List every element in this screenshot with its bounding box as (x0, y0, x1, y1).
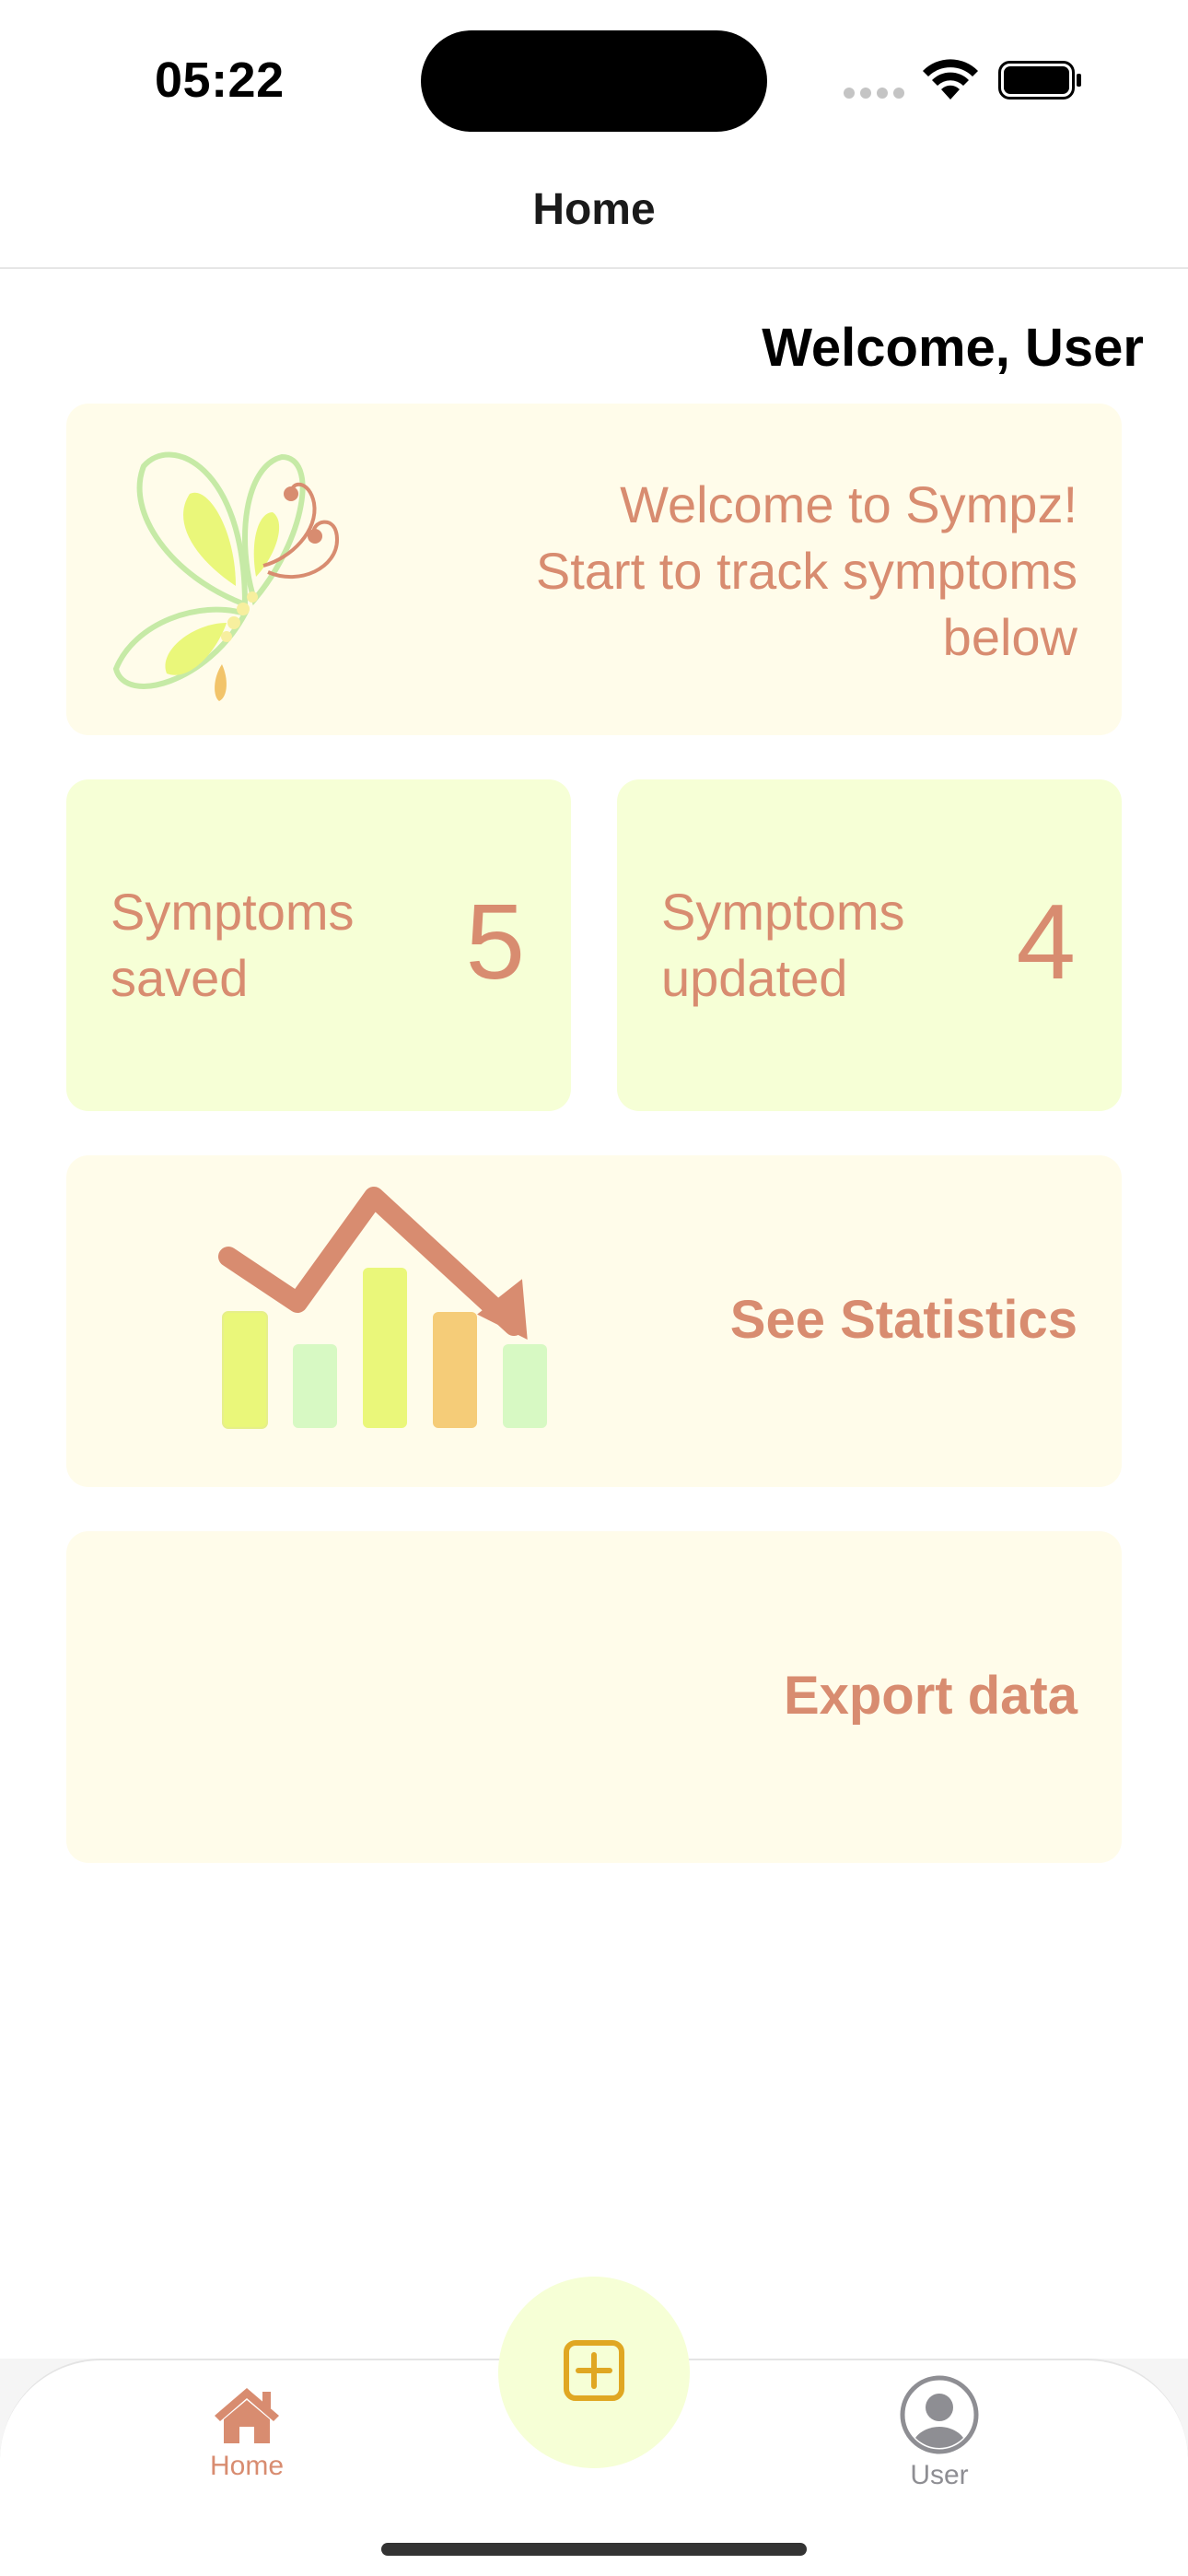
plus-square-icon (564, 2340, 624, 2401)
export-data-button[interactable]: Export data (66, 1531, 1122, 1863)
symptoms-updated-label: Symptoms updated (661, 883, 905, 1007)
symptoms-saved-label: Symptoms saved (111, 883, 355, 1007)
house-icon (215, 2388, 279, 2443)
tab-user[interactable]: User (847, 2375, 1031, 2491)
cellular-signal-icon (844, 88, 904, 99)
navigation-bar: Home (0, 147, 1188, 269)
add-symptom-button[interactable] (498, 2277, 690, 2468)
butterfly-logo-icon (112, 451, 340, 701)
user-avatar-icon (900, 2375, 979, 2454)
wifi-icon (923, 59, 978, 100)
symptoms-updated-value: 4 (1016, 882, 1076, 1001)
status-bar: 05:22 (0, 0, 1188, 147)
battery-icon (998, 61, 1081, 100)
see-statistics-button[interactable]: See Statistics (66, 1155, 1122, 1487)
statistics-chart-icon (218, 1187, 547, 1429)
status-time: 05:22 (155, 53, 285, 108)
welcome-message: Welcome to Sympz! Start to track symptom… (535, 475, 1077, 666)
symptoms-updated-card[interactable]: Symptoms updated 4 (617, 779, 1122, 1111)
dynamic-island (421, 30, 767, 132)
tab-home[interactable]: Home (155, 2384, 339, 2482)
see-statistics-label: See Statistics (729, 1290, 1077, 1350)
welcome-card: Welcome to Sympz! Start to track symptom… (66, 404, 1122, 735)
tab-home-label: Home (209, 2451, 285, 2481)
page-title: Home (532, 185, 656, 234)
welcome-greeting: Welcome, User (762, 318, 1144, 378)
home-indicator (381, 2543, 807, 2556)
export-data-label: Export data (783, 1666, 1077, 1726)
symptoms-saved-value: 5 (465, 882, 525, 1001)
symptoms-saved-card[interactable]: Symptoms saved 5 (66, 779, 571, 1111)
tab-user-label: User (910, 2460, 969, 2490)
